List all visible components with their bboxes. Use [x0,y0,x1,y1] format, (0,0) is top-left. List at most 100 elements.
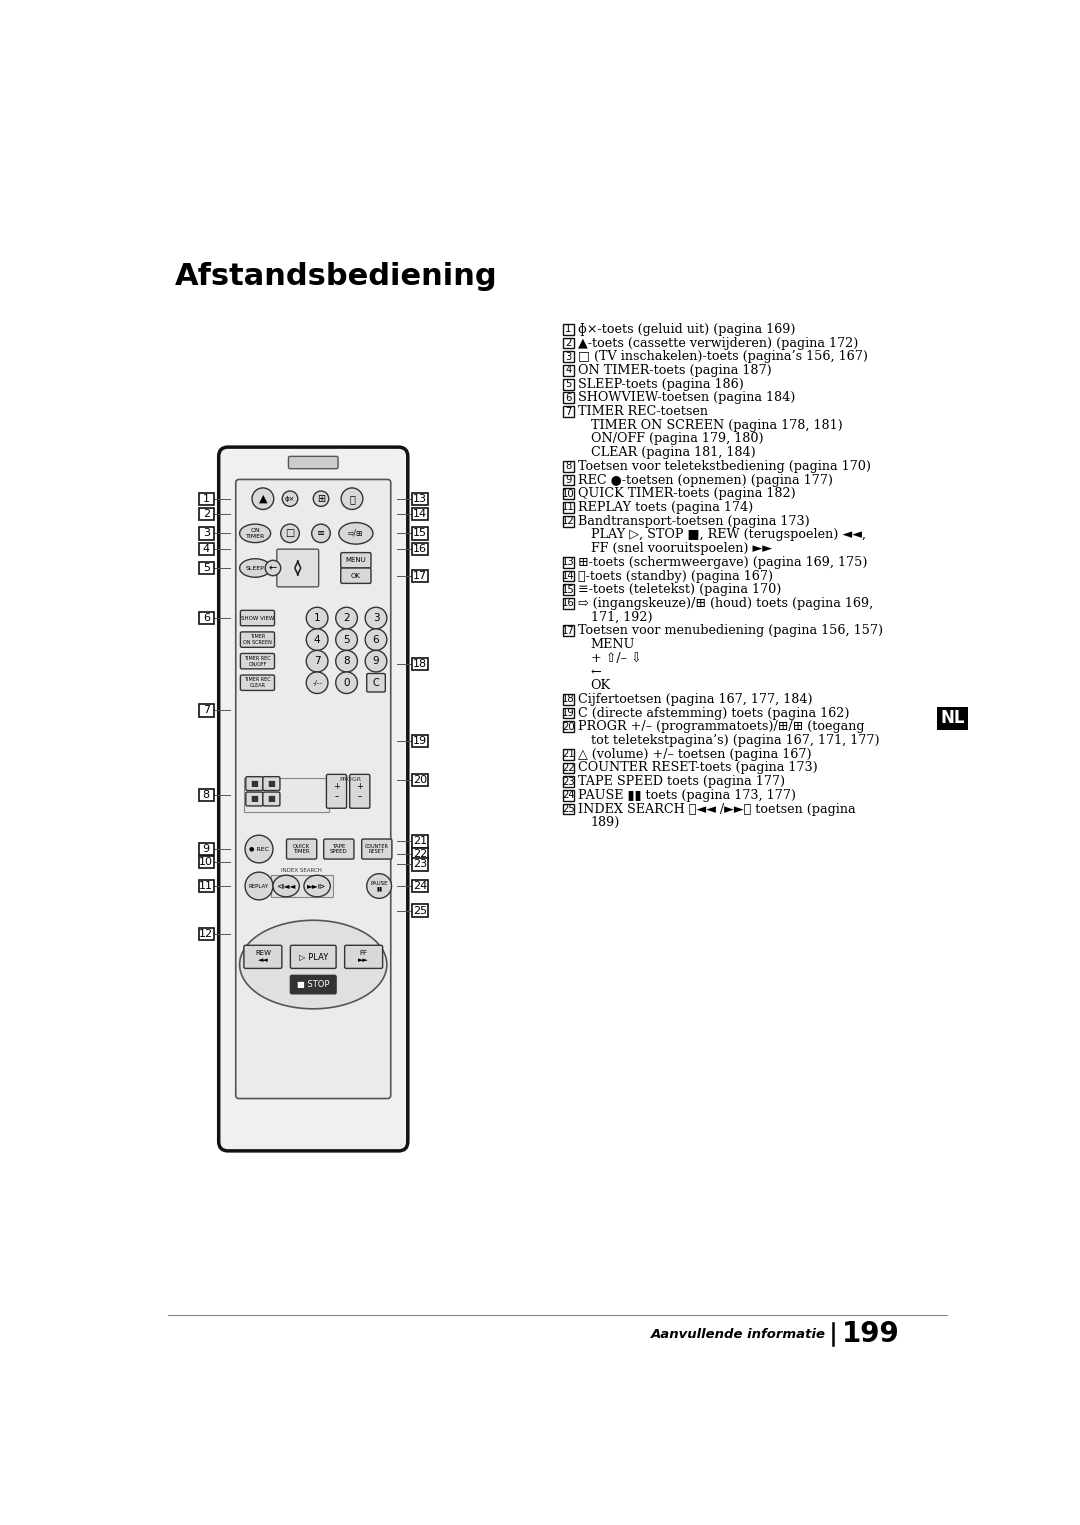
Ellipse shape [341,488,363,509]
FancyBboxPatch shape [262,776,280,790]
Text: 1: 1 [314,613,321,624]
Text: ɸ×: ɸ× [285,496,295,502]
FancyBboxPatch shape [291,976,336,994]
Text: 23: 23 [414,860,428,869]
Text: C (directe afstemming) toets (pagina 162): C (directe afstemming) toets (pagina 162… [578,706,850,720]
FancyBboxPatch shape [350,775,369,808]
Text: ⏻-toets (standby) (pagina 167): ⏻-toets (standby) (pagina 167) [578,569,773,583]
Ellipse shape [240,558,271,578]
Text: 5: 5 [565,380,571,389]
Bar [199,508,214,520]
Text: 3: 3 [565,352,571,361]
Text: C: C [373,677,379,688]
FancyBboxPatch shape [246,776,262,790]
Text: ● REC: ● REC [249,846,269,851]
Text: ←: ← [591,665,602,679]
FancyBboxPatch shape [241,676,274,691]
Text: PAUSE ▮▮ toets (pagina 173, 177): PAUSE ▮▮ toets (pagina 173, 177) [578,788,796,802]
Text: □ (TV inschakelen)-toets (pagina’s 156, 167): □ (TV inschakelen)-toets (pagina’s 156, … [578,351,868,363]
Text: REPLAY toets (pagina 174): REPLAY toets (pagina 174) [578,502,754,514]
Bar [199,856,214,868]
Bar [563,364,573,375]
Text: TIMER ON SCREEN (pagina 178, 181): TIMER ON SCREEN (pagina 178, 181) [591,419,842,432]
FancyBboxPatch shape [345,946,382,968]
Text: 23: 23 [562,776,575,787]
Text: OK: OK [351,573,361,578]
Bar [413,543,428,555]
Text: 18: 18 [562,694,575,705]
FancyBboxPatch shape [291,946,336,968]
Text: 3: 3 [373,613,379,624]
Bar [413,904,428,917]
Text: ►►⧐: ►►⧐ [308,881,327,891]
Text: REC ●-toetsen (opnemen) (pagina 177): REC ●-toetsen (opnemen) (pagina 177) [578,474,834,486]
Text: ■: ■ [251,795,258,804]
Text: 2: 2 [343,613,350,624]
Ellipse shape [313,491,328,506]
Bar [199,788,214,801]
Bar [563,515,573,526]
Text: 9: 9 [565,476,571,485]
Text: 11: 11 [562,502,575,512]
Ellipse shape [336,607,357,628]
Text: ⇨/⊞: ⇨/⊞ [348,529,364,538]
Text: tot teletekstpagina’s) (pagina 167, 171, 177): tot teletekstpagina’s) (pagina 167, 171,… [591,734,879,747]
Bar [563,378,573,389]
Text: 8: 8 [203,790,210,801]
Bar [413,659,428,671]
Text: 12: 12 [199,929,214,939]
FancyBboxPatch shape [288,456,338,468]
Text: FF (snel vooruitspoelen) ►►: FF (snel vooruitspoelen) ►► [591,541,772,555]
FancyBboxPatch shape [326,775,347,808]
Text: ▲: ▲ [258,494,267,503]
Text: 6: 6 [203,613,210,624]
Text: QUICK TIMER-toets (pagina 182): QUICK TIMER-toets (pagina 182) [578,488,796,500]
Text: ▲-toets (cassette verwijderen) (pagina 172): ▲-toets (cassette verwijderen) (pagina 1… [578,337,859,349]
Text: +
–: + – [333,782,340,801]
FancyBboxPatch shape [286,839,316,859]
Bar [563,570,573,581]
Bar [563,776,573,787]
Text: ■: ■ [251,779,258,788]
Text: ON/OFF (pagina 179, 180): ON/OFF (pagina 179, 180) [591,433,764,445]
Text: CLEAR (pagina 181, 184): CLEAR (pagina 181, 184) [591,447,755,459]
Ellipse shape [307,628,328,650]
Bar [199,493,214,505]
Text: 3: 3 [203,528,210,538]
Text: SLEEP-toets (pagina 186): SLEEP-toets (pagina 186) [578,378,744,390]
Ellipse shape [365,628,387,650]
Text: INDEX SEARCH: INDEX SEARCH [281,868,322,874]
Text: COUNTER RESET-toets (pagina 173): COUNTER RESET-toets (pagina 173) [578,761,818,775]
Text: ⊞-toets (schermweergave) (pagina 169, 175): ⊞-toets (schermweergave) (pagina 169, 17… [578,555,868,569]
Text: 8: 8 [565,462,571,471]
Text: 8: 8 [343,656,350,666]
FancyBboxPatch shape [262,791,280,805]
Text: COUNTER
RESET: COUNTER RESET [365,843,389,854]
Text: TIMER REC-toetsen: TIMER REC-toetsen [578,406,708,418]
Text: ⊞: ⊞ [316,494,325,503]
Ellipse shape [365,650,387,673]
Text: Cijfertoetsen (pagina 167, 177, 184): Cijfertoetsen (pagina 167, 177, 184) [578,692,813,706]
Text: 13: 13 [562,557,575,567]
Text: 19: 19 [562,708,575,718]
Text: ⏻: ⏻ [349,494,355,503]
Text: 21: 21 [414,836,428,846]
Ellipse shape [303,875,330,897]
Text: REW
◄◄: REW ◄◄ [255,950,271,964]
Text: Afstandsbediening: Afstandsbediening [175,262,498,291]
Text: 24: 24 [562,790,575,801]
Bar [563,323,573,334]
Text: 25: 25 [562,804,575,814]
Text: 0: 0 [343,677,350,688]
Ellipse shape [367,874,392,898]
Text: 16: 16 [414,544,428,554]
Text: 22: 22 [562,762,575,773]
Text: + ⇧/– ⇩: + ⇧/– ⇩ [591,651,642,665]
Text: ≡-toets (teletekst) (pagina 170): ≡-toets (teletekst) (pagina 170) [578,583,782,596]
Text: 15: 15 [562,584,575,595]
Text: INDEX SEARCH ⏮◄◄ /►►⏭ toetsen (pagina: INDEX SEARCH ⏮◄◄ /►►⏭ toetsen (pagina [578,802,856,816]
Bar [563,337,573,348]
Text: 9: 9 [373,656,379,666]
Ellipse shape [307,650,328,673]
Text: Toetsen voor menubediening (pagina 156, 157): Toetsen voor menubediening (pagina 156, … [578,624,883,637]
